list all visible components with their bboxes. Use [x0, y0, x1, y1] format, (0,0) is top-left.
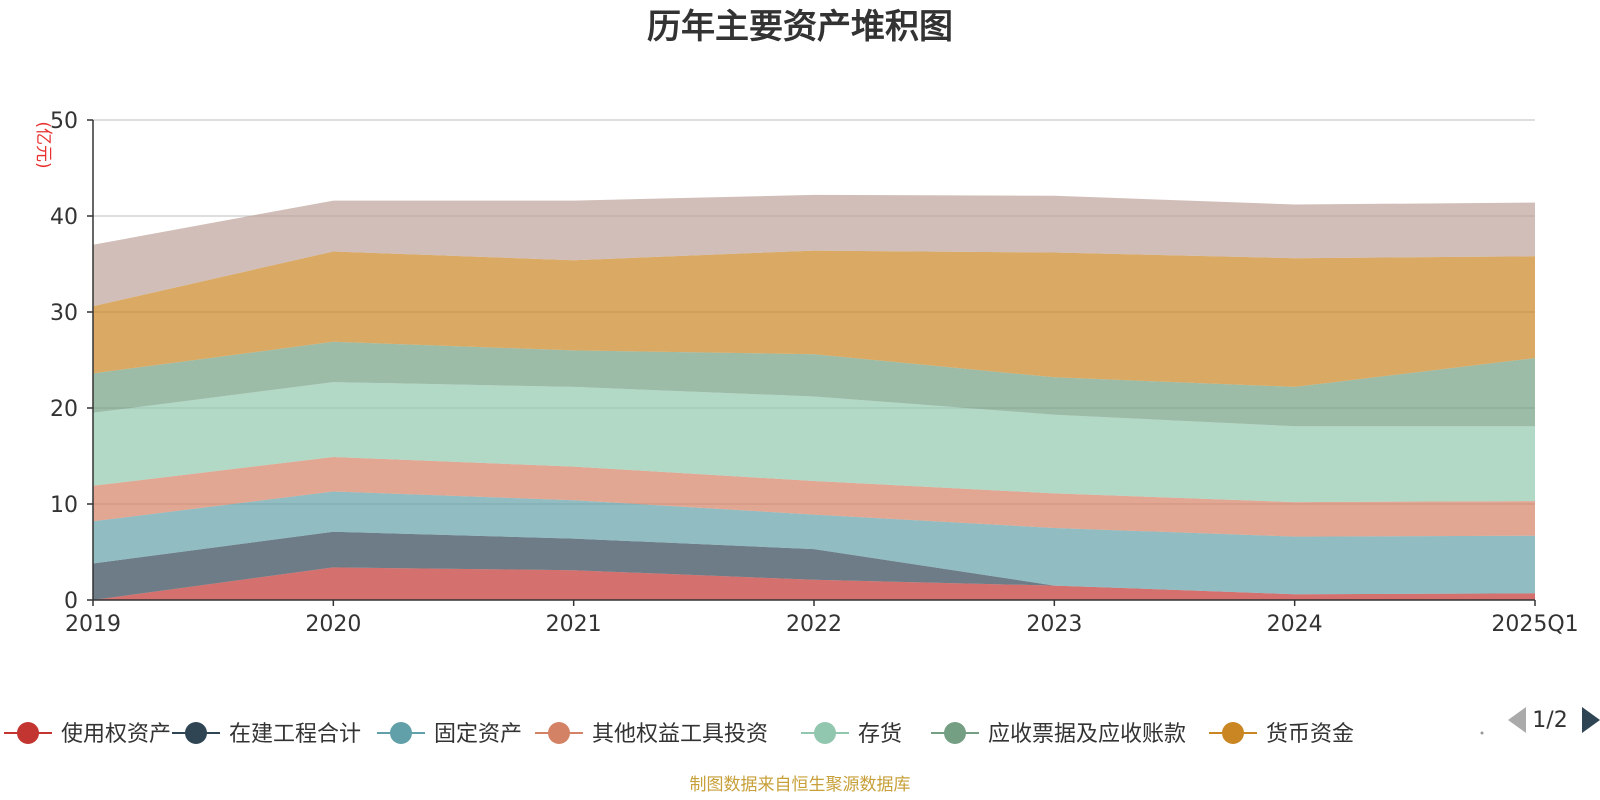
y-tick-label: 40 [50, 205, 78, 230]
x-tick-label: 2024 [1267, 612, 1323, 637]
legend-label: 使用权资产 [61, 722, 171, 747]
legend-label: 其他权益工具投资 [592, 722, 768, 747]
y-tick-label: 50 [50, 109, 78, 134]
area-series-7 [93, 194, 1535, 307]
axes: 0 10 20 30 40 50 2019 2020 2021 2022 2023 2024 2025Q… [50, 109, 1579, 637]
legend-item[interactable]: 货币资金 [1209, 722, 1354, 747]
legend-label: 应收票据及应收账款 [988, 722, 1186, 747]
legend-item[interactable]: 在建工程合计 [172, 722, 361, 747]
chart-title: 历年主要资产堆积图 [647, 7, 953, 47]
legend-page-indicator: 1/2 [1532, 708, 1567, 733]
legend-item[interactable]: 存货 [801, 722, 902, 747]
legend-item[interactable]: 应收票据及应收账款 [931, 722, 1186, 747]
area-series-layer [93, 194, 1535, 600]
legend-label: 货币资金 [1266, 722, 1354, 747]
legend-marker-icon [548, 722, 570, 744]
legend-marker-icon [1222, 722, 1244, 744]
legend-item[interactable]: 固定资产 [377, 722, 522, 747]
x-tick-label: 2025Q1 [1491, 612, 1578, 637]
x-tick-label: 2022 [786, 612, 842, 637]
x-tick-label: 2019 [65, 612, 121, 637]
legend-item[interactable]: 其他权益工具投资 [535, 722, 768, 747]
y-tick-label: 10 [50, 493, 78, 518]
y-axis-unit-label: (亿元) [33, 121, 53, 168]
area-series-2 [93, 491, 1535, 595]
x-tick-label: 2020 [305, 612, 361, 637]
area-series-0 [93, 567, 1535, 600]
legend: 使用权资产 在建工程合计 固定资产 其他权益工具投资 存货 应收票据及应收账款 货币资金 [4, 722, 1484, 747]
legend-pager: 1/2 [1508, 707, 1600, 733]
x-tick-label: 2021 [546, 612, 602, 637]
legend-next-page-icon[interactable] [1582, 707, 1600, 733]
legend-item[interactable]: 使用权资产 [4, 722, 171, 747]
area-series-1 [93, 531, 1535, 600]
area-series-5 [93, 341, 1535, 427]
legend-marker-icon [944, 722, 966, 744]
legend-marker-icon [814, 722, 836, 744]
y-tick-label: 20 [50, 397, 78, 422]
y-tick-label: 30 [50, 301, 78, 326]
data-source-note: 制图数据来自恒生聚源数据库 [690, 775, 911, 795]
legend-label: 在建工程合计 [229, 722, 361, 747]
legend-marker-icon [17, 722, 39, 744]
area-series-6 [93, 250, 1535, 387]
area-series-3 [93, 457, 1535, 537]
area-series-4 [93, 382, 1535, 503]
legend-overflow-dot-icon [1480, 731, 1484, 735]
y-tick-label: 0 [64, 589, 78, 614]
legend-marker-icon [390, 722, 412, 744]
legend-marker-icon [185, 722, 207, 744]
x-tick-label: 2023 [1026, 612, 1082, 637]
legend-label: 固定资产 [434, 722, 522, 747]
legend-prev-page-icon[interactable] [1508, 707, 1526, 733]
legend-label: 存货 [858, 722, 902, 747]
